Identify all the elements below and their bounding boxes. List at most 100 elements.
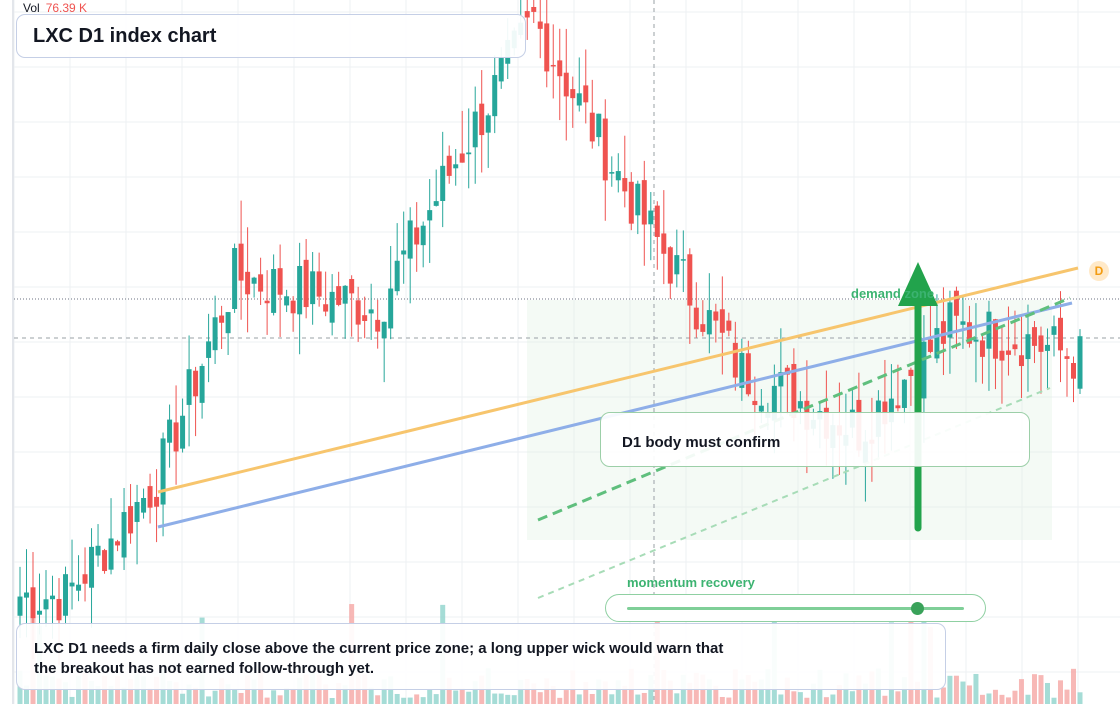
- volume-bar: [212, 690, 218, 704]
- candle-body: [121, 512, 127, 558]
- volume-bar: [427, 688, 433, 704]
- momentum-slider-knob[interactable]: [910, 602, 924, 615]
- volume-legend: Vol 76.39 K: [23, 1, 87, 15]
- volume-bar: [180, 693, 186, 704]
- candle-body: [485, 115, 491, 133]
- candle-body: [570, 89, 576, 99]
- candle-body: [329, 291, 335, 323]
- breakout-arrow-head: [898, 262, 938, 306]
- candle-body: [440, 165, 446, 201]
- volume-bar: [550, 686, 556, 704]
- volume-bar: [505, 694, 511, 704]
- timeframe-badge[interactable]: D: [1089, 261, 1109, 281]
- candle-body: [1057, 317, 1063, 351]
- volume-bar: [323, 684, 329, 704]
- candle-body: [141, 497, 147, 513]
- candle-body: [732, 342, 738, 378]
- candle-body: [284, 296, 290, 306]
- candle-body: [1038, 335, 1044, 352]
- volume-bar: [167, 680, 173, 704]
- candle-body: [82, 574, 88, 584]
- volume-bar: [830, 694, 836, 704]
- candle-body: [1005, 350, 1011, 355]
- candle-body: [349, 279, 355, 294]
- candle-body: [199, 365, 205, 403]
- volume-bar: [420, 697, 426, 704]
- momentum-slider[interactable]: [605, 594, 986, 622]
- candle-body: [752, 400, 758, 406]
- candle-body: [947, 302, 953, 338]
- volume-bar: [992, 689, 998, 704]
- volume-bar: [414, 694, 420, 704]
- candle-body: [43, 599, 49, 610]
- candle-body: [596, 113, 602, 138]
- candle-body: [225, 312, 231, 334]
- volume-bar: [1051, 697, 1057, 704]
- volume-bar: [940, 687, 946, 704]
- candle-body: [297, 265, 303, 315]
- candle-body: [303, 259, 309, 308]
- volume-bar: [115, 676, 121, 704]
- candle-body: [667, 247, 673, 284]
- candle-body: [342, 285, 348, 304]
- volume-bar: [797, 692, 803, 704]
- candle-body: [609, 172, 615, 174]
- volume-bar: [56, 678, 62, 704]
- candle-body: [173, 422, 179, 452]
- volume-bar: [563, 690, 569, 704]
- candle-body: [56, 598, 62, 621]
- candle-body: [641, 180, 647, 225]
- volume-bar: [1044, 682, 1050, 704]
- candle-body: [713, 311, 719, 321]
- candle-body: [108, 538, 114, 570]
- candle-body: [277, 268, 283, 295]
- volume-bar: [719, 696, 725, 704]
- candle-body: [934, 328, 940, 359]
- volume-bar: [836, 685, 842, 704]
- candle-body: [1064, 356, 1070, 359]
- volume-bar: [466, 691, 472, 704]
- volume-bar: [24, 685, 30, 704]
- volume-legend-value: 76.39 K: [45, 1, 88, 15]
- volume-bar: [121, 687, 127, 704]
- volume-bar: [147, 688, 153, 704]
- volume-bar: [947, 675, 953, 704]
- candle-body: [791, 363, 797, 419]
- candle-body: [635, 183, 641, 216]
- volume-bar: [89, 680, 95, 704]
- volume-bar: [804, 697, 810, 704]
- candle-body: [310, 271, 316, 305]
- volume-bar: [290, 688, 296, 704]
- volume-bar: [511, 695, 517, 704]
- candle-body: [414, 227, 420, 245]
- title-card: LXC D1 index chart: [16, 14, 526, 58]
- volume-bar: [518, 679, 524, 704]
- candle-body: [323, 304, 329, 312]
- volume-bar: [271, 690, 277, 704]
- volume-bar: [277, 695, 283, 704]
- candle-body: [693, 307, 699, 330]
- volume-bar: [401, 697, 407, 704]
- momentum-slider-track[interactable]: [627, 607, 964, 610]
- candle-body: [180, 415, 186, 449]
- chart-title: LXC D1 index chart: [33, 25, 217, 47]
- volume-legend-label: Vol: [23, 1, 40, 15]
- volume-bar: [394, 693, 400, 704]
- volume-bar: [622, 685, 628, 704]
- candle-body: [726, 320, 732, 331]
- volume-bar: [1005, 697, 1011, 704]
- volume-bar: [973, 673, 979, 704]
- volume-bar: [206, 696, 212, 704]
- candle-body: [154, 496, 160, 507]
- candle-body: [687, 254, 693, 306]
- candle-body: [251, 277, 257, 284]
- candle-body: [960, 321, 966, 325]
- footer-note-text: LXC D1 needs a firm daily close above th…: [34, 640, 724, 677]
- candle-body: [479, 103, 485, 136]
- confirm-callout: D1 body must confirm: [600, 412, 1030, 467]
- candle-body: [908, 369, 914, 377]
- volume-bar: [576, 694, 582, 704]
- volume-bar: [251, 679, 257, 704]
- candle-body: [745, 353, 751, 395]
- candle-body: [797, 401, 803, 409]
